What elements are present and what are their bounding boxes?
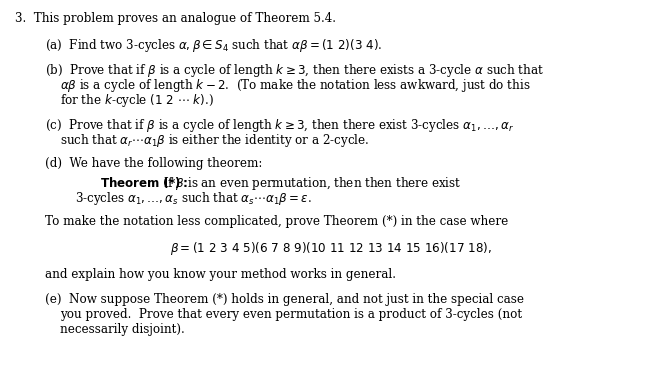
- Text: (d)  We have the following theorem:: (d) We have the following theorem:: [45, 157, 263, 170]
- Text: (b)  Prove that if $\beta$ is a cycle of length $k \geq 3$, then there exists a : (b) Prove that if $\beta$ is a cycle of …: [45, 62, 544, 79]
- Text: (a)  Find two 3-cycles $\alpha, \beta \in S_4$ such that $\alpha\beta = (1\ 2)(3: (a) Find two 3-cycles $\alpha, \beta \in…: [45, 37, 383, 54]
- Text: 3.  This problem proves an analogue of Theorem 5.4.: 3. This problem proves an analogue of Th…: [15, 12, 336, 25]
- Text: such that $\alpha_r \cdots \alpha_1\beta$ is either the identity or a 2-cycle.: such that $\alpha_r \cdots \alpha_1\beta…: [60, 132, 369, 149]
- Text: necessarily disjoint).: necessarily disjoint).: [60, 323, 185, 336]
- Text: and explain how you know your method works in general.: and explain how you know your method wor…: [45, 268, 396, 281]
- Text: 3-cycles $\alpha_1, \ldots, \alpha_s$ such that $\alpha_s \cdots \alpha_1\beta =: 3-cycles $\alpha_1, \ldots, \alpha_s$ su…: [75, 190, 312, 207]
- Text: $\beta = (1\ 2\ 3\ 4\ 5)(6\ 7\ 8\ 9)(10\ 11\ 12\ 13\ 14\ 15\ 16)(17\ 18),$: $\beta = (1\ 2\ 3\ 4\ 5)(6\ 7\ 8\ 9)(10\…: [170, 240, 492, 257]
- Text: To make the notation less complicated, prove Theorem (*) in the case where: To make the notation less complicated, p…: [45, 215, 508, 228]
- Text: $\alpha\beta$ is a cycle of length $k - 2$.  (To make the notation less awkward,: $\alpha\beta$ is a cycle of length $k - …: [60, 77, 531, 94]
- Text: (e)  Now suppose Theorem (*) holds in general, and not just in the special case: (e) Now suppose Theorem (*) holds in gen…: [45, 293, 524, 306]
- Text: you proved.  Prove that every even permutation is a product of 3-cycles (not: you proved. Prove that every even permut…: [60, 308, 522, 321]
- Text: (c)  Prove that if $\beta$ is a cycle of length $k \geq 3$, then there exist 3-c: (c) Prove that if $\beta$ is a cycle of …: [45, 117, 514, 134]
- Text: $\mathbf{Theorem\ (*)\mathbf{:}}$: $\mathbf{Theorem\ (*)\mathbf{:}}$: [100, 175, 188, 190]
- Text: for the $k$-cycle $(1\ 2\ \cdots\ k)$.): for the $k$-cycle $(1\ 2\ \cdots\ k)$.): [60, 92, 214, 109]
- Text: If $\beta$ is an even permutation, then then there exist: If $\beta$ is an even permutation, then …: [163, 175, 462, 192]
